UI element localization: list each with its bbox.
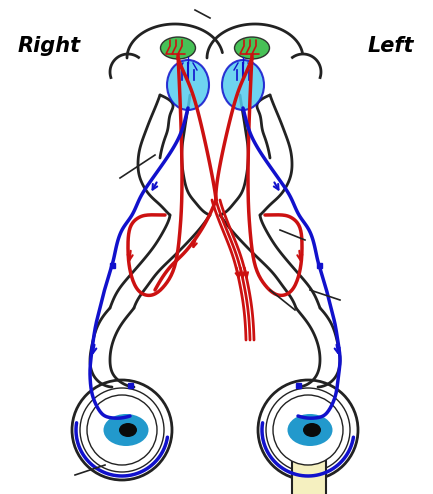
Circle shape [273, 395, 343, 465]
Bar [110, 262, 114, 267]
Ellipse shape [288, 414, 333, 446]
Circle shape [87, 395, 157, 465]
Ellipse shape [103, 414, 149, 446]
Ellipse shape [235, 37, 269, 59]
Ellipse shape [303, 423, 321, 437]
Ellipse shape [161, 37, 196, 59]
Bar [317, 262, 321, 267]
Bar [127, 383, 132, 388]
FancyBboxPatch shape [292, 438, 326, 494]
Ellipse shape [119, 423, 137, 437]
Ellipse shape [222, 60, 264, 110]
Text: Right: Right [18, 36, 81, 56]
Text: Left: Left [368, 36, 414, 56]
Bar [295, 383, 301, 388]
Ellipse shape [167, 60, 209, 110]
